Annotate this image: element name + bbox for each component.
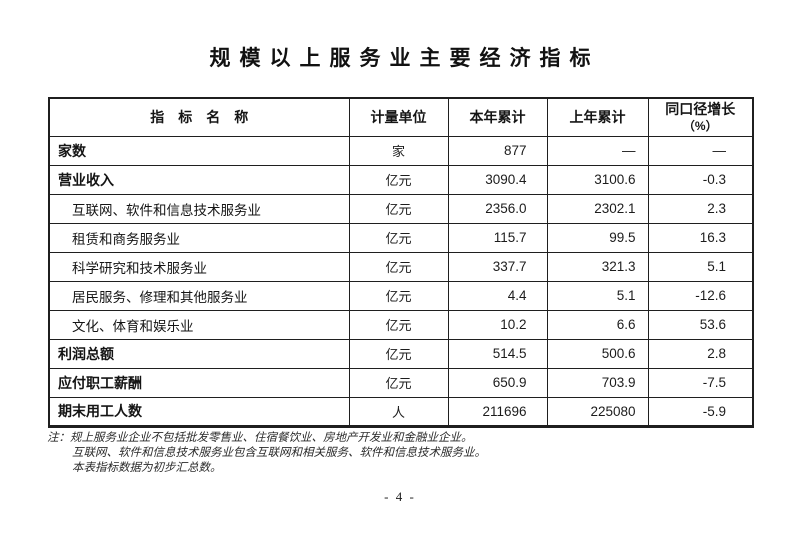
cell-unit: 家	[348, 135, 449, 166]
cell-previous-total: 321.3	[546, 251, 649, 282]
cell-growth: -0.3	[647, 164, 754, 195]
cell-unit: 亿元	[348, 251, 449, 282]
cell-growth: 2.3	[647, 193, 754, 224]
page-title: 规模以上服务业主要经济指标	[209, 47, 600, 70]
table-header-row: 指 标 名 称 计量单位 本年累计 上年累计 同口径增长 （%）	[48, 97, 754, 137]
note-label: 注：	[47, 432, 70, 444]
table-row: 营业收入 亿元 3090.4 3100.6 -0.3	[48, 164, 754, 195]
cell-indicator-name: 科学研究和技术服务业	[48, 251, 350, 282]
note-text-1: 规上服务业企业不包括批发零售业、住宿餐饮业、房地产开发业和金融业企业。	[70, 432, 473, 444]
cell-previous-total: 6.6	[546, 309, 649, 340]
table-row: 利润总额 亿元 514.5 500.6 2.8	[48, 338, 754, 369]
table-row: 科学研究和技术服务业 亿元 337.7 321.3 5.1	[48, 251, 754, 282]
table-row: 互联网、软件和信息技术服务业 亿元 2356.0 2302.1 2.3	[48, 193, 754, 224]
header-current-total: 本年累计	[447, 97, 548, 137]
header-growth: 同口径增长 （%）	[647, 97, 754, 137]
cell-unit: 亿元	[348, 193, 449, 224]
cell-growth: 2.8	[647, 338, 754, 369]
cell-growth: 16.3	[647, 222, 754, 253]
table-row: 居民服务、修理和其他服务业 亿元 4.4 5.1 -12.6	[48, 280, 754, 311]
note-line: 互联网、软件和信息技术服务业包含互联网和相关服务、软件和信息技术服务业。	[47, 446, 707, 461]
cell-previous-total: 3100.6	[546, 164, 649, 195]
cell-previous-total: 500.6	[546, 338, 649, 369]
cell-current-total: 211696	[447, 396, 548, 427]
header-growth-unit: （%）	[682, 118, 718, 133]
table-row: 家数 家 877 — —	[48, 135, 754, 166]
cell-growth: 53.6	[647, 309, 754, 340]
header-unit: 计量单位	[348, 97, 449, 137]
cell-indicator-name: 营业收入	[48, 164, 350, 195]
cell-indicator-name: 利润总额	[48, 338, 350, 369]
cell-unit: 亿元	[348, 338, 449, 369]
header-growth-label: 同口径增长	[665, 101, 736, 117]
cell-previous-total: 703.9	[546, 367, 649, 398]
cell-current-total: 650.9	[447, 367, 548, 398]
table-row: 文化、体育和娱乐业 亿元 10.2 6.6 53.6	[48, 309, 754, 340]
header-previous-total: 上年累计	[546, 97, 649, 137]
cell-previous-total: 5.1	[546, 280, 649, 311]
cell-current-total: 2356.0	[447, 193, 548, 224]
cell-growth: 5.1	[647, 251, 754, 282]
cell-indicator-name: 租赁和商务服务业	[48, 222, 350, 253]
cell-current-total: 10.2	[447, 309, 548, 340]
note-text-2: 互联网、软件和信息技术服务业包含互联网和相关服务、软件和信息技术服务业。	[72, 447, 486, 459]
table-row: 期末用工人数 人 211696 225080 -5.9	[48, 396, 754, 427]
cell-unit: 亿元	[348, 222, 449, 253]
cell-unit: 人	[348, 396, 449, 427]
cell-growth: -12.6	[647, 280, 754, 311]
cell-growth: -7.5	[647, 367, 754, 398]
indicators-table: 指 标 名 称 计量单位 本年累计 上年累计 同口径增长 （%） 家数 家 87…	[48, 97, 754, 428]
page-number: - 4 -	[384, 489, 416, 504]
note-text-3: 本表指标数据为初步汇总数。	[72, 462, 222, 474]
cell-indicator-name: 家数	[48, 135, 350, 166]
note-line: 本表指标数据为初步汇总数。	[47, 461, 707, 476]
cell-growth: —	[647, 135, 754, 166]
cell-current-total: 877	[447, 135, 548, 166]
cell-unit: 亿元	[348, 164, 449, 195]
cell-indicator-name: 互联网、软件和信息技术服务业	[48, 193, 350, 224]
cell-previous-total: 99.5	[546, 222, 649, 253]
cell-indicator-name: 文化、体育和娱乐业	[48, 309, 350, 340]
header-indicator-name: 指 标 名 称	[48, 97, 350, 137]
cell-current-total: 514.5	[447, 338, 548, 369]
cell-current-total: 337.7	[447, 251, 548, 282]
table-row: 租赁和商务服务业 亿元 115.7 99.5 16.3	[48, 222, 754, 253]
cell-unit: 亿元	[348, 367, 449, 398]
cell-indicator-name: 居民服务、修理和其他服务业	[48, 280, 350, 311]
cell-previous-total: 225080	[546, 396, 649, 427]
cell-indicator-name: 期末用工人数	[48, 396, 350, 427]
cell-indicator-name: 应付职工薪酬	[48, 367, 350, 398]
cell-previous-total: 2302.1	[546, 193, 649, 224]
cell-unit: 亿元	[348, 280, 449, 311]
cell-previous-total: —	[546, 135, 649, 166]
table-row: 应付职工薪酬 亿元 650.9 703.9 -7.5	[48, 367, 754, 398]
cell-unit: 亿元	[348, 309, 449, 340]
cell-growth: -5.9	[647, 396, 754, 427]
note-line: 注：规上服务业企业不包括批发零售业、住宿餐饮业、房地产开发业和金融业企业。	[47, 431, 707, 446]
table-body: 家数 家 877 — — 营业收入 亿元 3090.4 3100.6 -0.3 …	[48, 135, 754, 427]
cell-current-total: 115.7	[447, 222, 548, 253]
cell-current-total: 3090.4	[447, 164, 548, 195]
cell-current-total: 4.4	[447, 280, 548, 311]
notes: 注：规上服务业企业不包括批发零售业、住宿餐饮业、房地产开发业和金融业企业。 互联…	[47, 431, 707, 476]
